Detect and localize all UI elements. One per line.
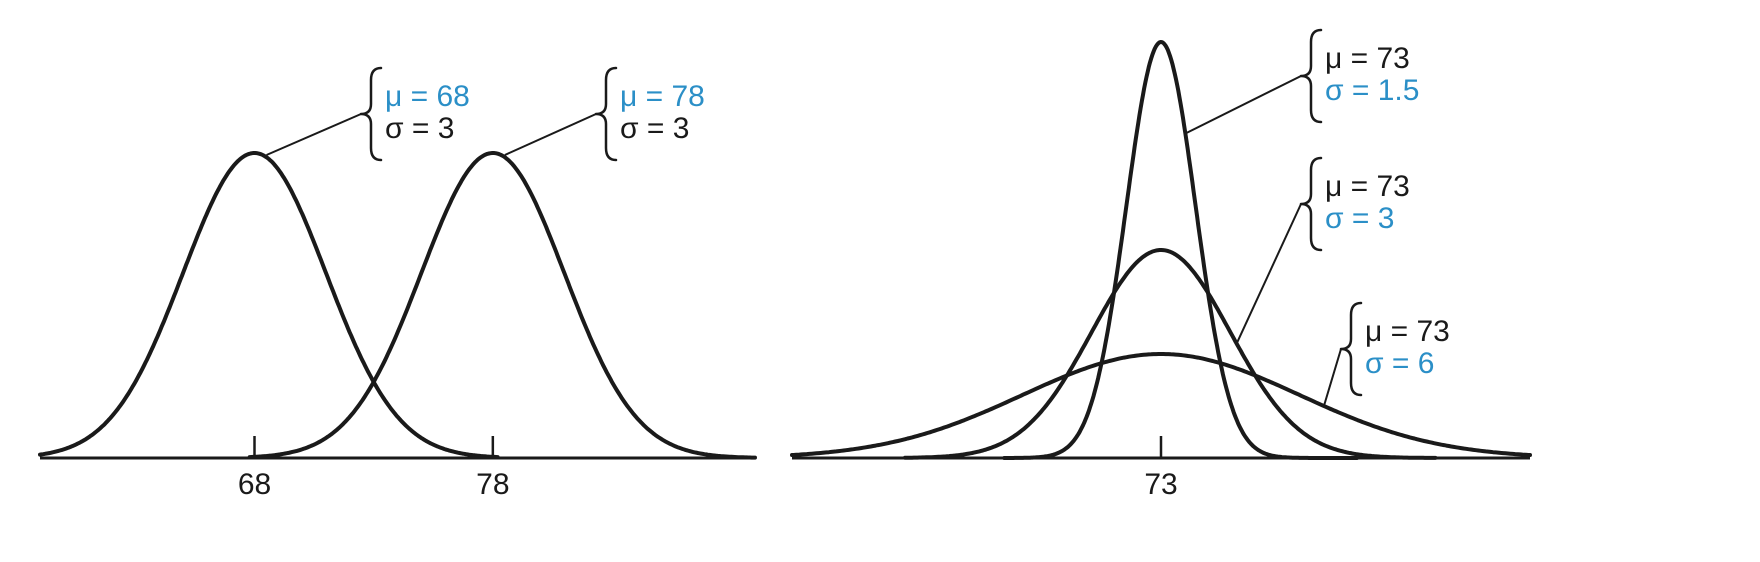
x-tick-label: 68 bbox=[238, 468, 271, 501]
label-leader-line bbox=[504, 113, 597, 156]
x-tick-label: 73 bbox=[1144, 468, 1177, 501]
mu-label: μ = 73 bbox=[1365, 315, 1450, 348]
label-leader-line bbox=[266, 113, 362, 156]
panel-left-equal-sigma: 68 78μ = 68σ = 3μ = 78σ = 3 bbox=[38, 66, 757, 501]
label-brace bbox=[594, 66, 618, 162]
sigma-label: σ = 3 bbox=[1325, 202, 1394, 235]
normal-curve-mu73-sigma3 bbox=[903, 248, 1438, 460]
mu-label: μ = 73 bbox=[1325, 170, 1410, 203]
label-leader-line bbox=[1235, 203, 1302, 345]
label-brace bbox=[1299, 28, 1323, 124]
sigma-label: σ = 6 bbox=[1365, 347, 1434, 380]
sigma-label: σ = 1.5 bbox=[1325, 74, 1419, 107]
x-tick-label: 78 bbox=[476, 468, 509, 501]
label-brace bbox=[1339, 301, 1363, 397]
normal-curve-mu73-sigma1_5 bbox=[1002, 40, 1359, 460]
mu-label: μ = 68 bbox=[385, 80, 470, 113]
normal-curve-mu78-sigma3 bbox=[247, 151, 757, 460]
label-brace bbox=[1299, 156, 1323, 252]
panel-right-equal-mu: 73μ = 73σ = 1.5μ = 73σ = 3μ = 73σ = 6 bbox=[790, 28, 1532, 501]
sigma-label: σ = 3 bbox=[620, 112, 689, 145]
normal-curve-mu68-sigma3 bbox=[38, 151, 500, 460]
label-leader-line bbox=[1184, 75, 1302, 135]
mu-label: μ = 78 bbox=[620, 80, 705, 113]
normal-curve-mu73-sigma6 bbox=[790, 352, 1532, 457]
sigma-label: σ = 3 bbox=[385, 112, 454, 145]
mu-label: μ = 73 bbox=[1325, 42, 1410, 75]
label-brace bbox=[359, 66, 383, 162]
label-leader-line bbox=[1322, 348, 1342, 407]
